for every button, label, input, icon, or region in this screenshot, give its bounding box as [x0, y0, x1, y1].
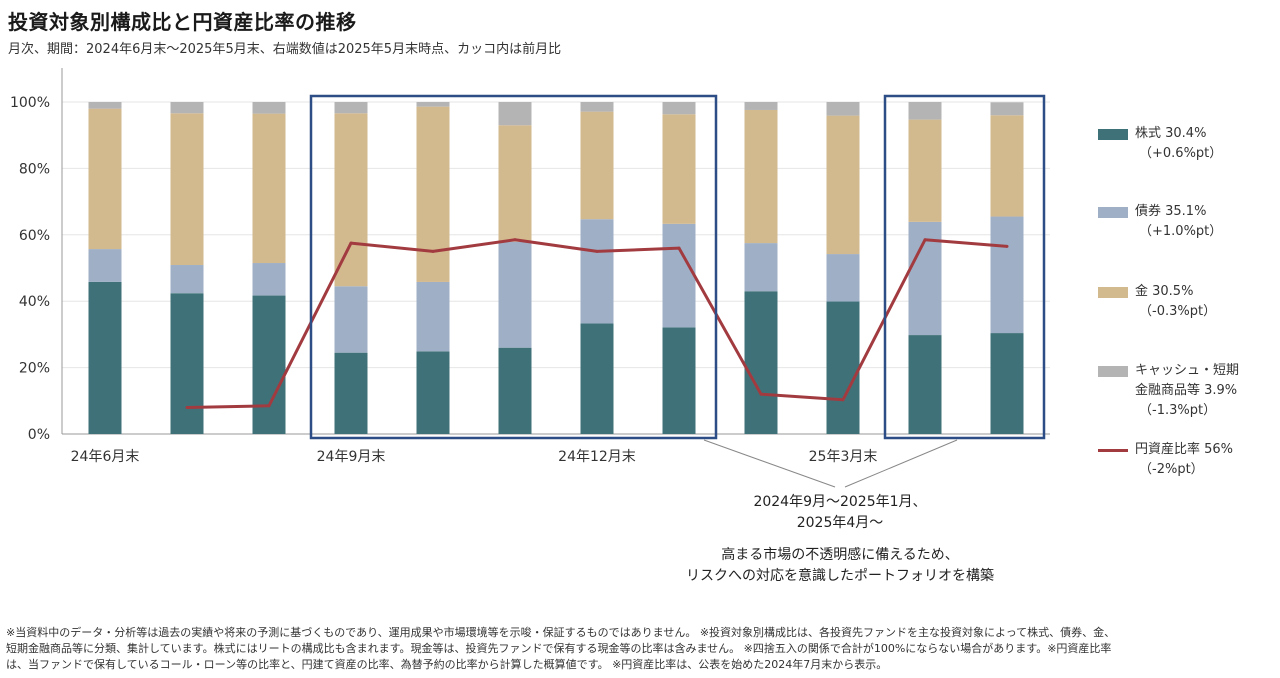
legend-swatch-gold — [1098, 287, 1128, 298]
bar-gold — [88, 108, 122, 250]
highlight-box — [883, 94, 1046, 440]
chart-subtitle: 月次、期間：2024年6月末～2025年5月末、右端数値は2025年5月末時点、… — [8, 42, 562, 57]
bar-stocks — [662, 327, 696, 434]
bar-gold — [990, 115, 1024, 217]
bar-cash — [990, 102, 1024, 116]
x-tick-label: 25年3月末 — [809, 449, 878, 465]
bar-stocks — [334, 352, 368, 434]
x-tick-label: 24年12月末 — [558, 449, 636, 465]
bar-gold — [908, 119, 942, 222]
y-tick-label: 100% — [10, 95, 50, 111]
bar-gold — [826, 115, 860, 255]
yen-ratio-point — [677, 246, 681, 250]
bar-bonds — [580, 219, 614, 324]
legend-swatch-bonds — [1098, 207, 1128, 218]
y-tick-label: 40% — [19, 294, 50, 310]
legend-change-bonds: （+1.0%pt） — [1139, 224, 1223, 239]
legend-label-yen-ratio: 円資産比率 56% — [1135, 442, 1234, 457]
footnote-line-1: ※当資料中のデータ・分析等は過去の実績や将来の予測に基づくものであり、運用成果や… — [6, 626, 1116, 639]
highlight-box — [309, 94, 718, 440]
x-tick-label: 24年6月末 — [71, 449, 140, 465]
bar-bonds — [498, 241, 532, 348]
chart-title: 投資対象別構成比と円資産比率の推移 — [8, 10, 357, 34]
legend-change-yen-ratio: （-2%pt） — [1139, 462, 1204, 477]
bar-cash — [170, 102, 204, 114]
annotation-reason-line2: リスクへの対応を意識したポートフォリオを構築 — [686, 568, 994, 584]
yen-ratio-point — [513, 238, 517, 242]
bar-bonds — [88, 249, 122, 282]
bar-cash — [498, 102, 532, 126]
annotation-reason-line1: 高まる市場の不透明感に備えるため、 — [721, 547, 959, 563]
yen-ratio-point — [923, 238, 927, 242]
legend-change-cash: （-1.3%pt） — [1139, 403, 1217, 418]
bar-cash — [252, 102, 286, 114]
footnotes: ※当資料中のデータ・分析等は過去の実績や将来の予測に基づくものであり、運用成果や… — [6, 625, 1274, 673]
yen-ratio-point — [841, 398, 845, 402]
bar-gold — [170, 113, 204, 266]
bar-bonds — [170, 265, 204, 294]
legend-label-bonds: 債券 35.1% — [1135, 204, 1207, 219]
callout-line — [703, 439, 836, 488]
bar-stocks — [252, 295, 286, 434]
bar-gold — [416, 106, 450, 282]
bar-stocks — [990, 333, 1024, 434]
x-tick-label: 24年9月末 — [317, 449, 386, 465]
bar-stocks — [170, 293, 204, 434]
legend-label-stocks: 株式 30.4% — [1135, 126, 1207, 141]
bar-stocks — [88, 281, 122, 434]
bar-cash — [416, 102, 450, 107]
bar-stocks — [826, 301, 860, 434]
bar-gold — [498, 125, 532, 242]
yen-ratio-point — [759, 392, 763, 396]
stacked-bar-chart: 0% 20% 40% 60% 80% 100% 24年6月末 24年9月末 24年12月末 25年… — [10, 68, 1050, 488]
bar-cash — [908, 102, 942, 120]
bar-bonds — [744, 243, 778, 292]
footnote-line-3: は、当ファンドで保有しているコール・ローン等の比率と、円建て資産の比率、為替予約… — [6, 658, 888, 671]
bar-bonds — [252, 263, 286, 296]
yen-ratio-point — [267, 404, 271, 408]
y-tick-label: 0% — [28, 427, 50, 443]
bar-gold — [744, 109, 778, 244]
legend-change-stocks: （+0.6%pt） — [1139, 146, 1223, 161]
bar-bonds — [826, 254, 860, 302]
legend-label-cash-line2: 金融商品等 3.9% — [1135, 383, 1238, 398]
bar-cash — [580, 102, 614, 112]
bar-cash — [744, 102, 778, 110]
bar-stocks — [908, 335, 942, 434]
yen-ratio-point — [185, 405, 189, 409]
bar-cash — [826, 102, 860, 116]
legend-label-gold: 金 30.5% — [1135, 284, 1194, 299]
y-tick-label: 60% — [19, 228, 50, 244]
legend-swatch-cash — [1098, 366, 1128, 377]
annotation-period-line2: 2025年4月～ — [796, 515, 884, 531]
yen-ratio-point — [595, 249, 599, 253]
bar-cash — [662, 102, 696, 115]
bar-cash — [334, 102, 368, 114]
bar-stocks — [498, 347, 532, 434]
bar-bonds — [334, 286, 368, 353]
legend-label-cash-line1: キャッシュ・短期 — [1135, 363, 1240, 378]
bar-gold — [252, 113, 286, 264]
y-tick-label: 20% — [19, 361, 50, 377]
bar-cash — [88, 102, 122, 109]
yen-ratio-point — [431, 249, 435, 253]
y-tick-label: 80% — [19, 161, 50, 177]
bar-bonds — [416, 281, 450, 352]
bar-stocks — [416, 351, 450, 434]
bar-stocks — [580, 323, 614, 434]
annotation-period-line1: 2024年9月～2025年1月、 — [753, 494, 927, 510]
bar-gold — [580, 111, 614, 220]
bar-gold — [662, 114, 696, 224]
bar-bonds — [990, 216, 1024, 334]
legend-change-gold: （-0.3%pt） — [1139, 304, 1217, 319]
bar-bonds — [662, 223, 696, 328]
yen-ratio-point — [1005, 244, 1009, 248]
legend-swatch-yen-ratio — [1098, 449, 1128, 452]
yen-ratio-point — [349, 241, 353, 245]
bar-gold — [334, 113, 368, 287]
callout-line — [844, 439, 958, 488]
footnote-line-2: 短期金融商品等に分類、集計しています。株式にはリートの構成比も含まれます。現金等… — [6, 642, 1112, 655]
bar-stocks — [744, 291, 778, 434]
legend-swatch-stocks — [1098, 129, 1128, 140]
